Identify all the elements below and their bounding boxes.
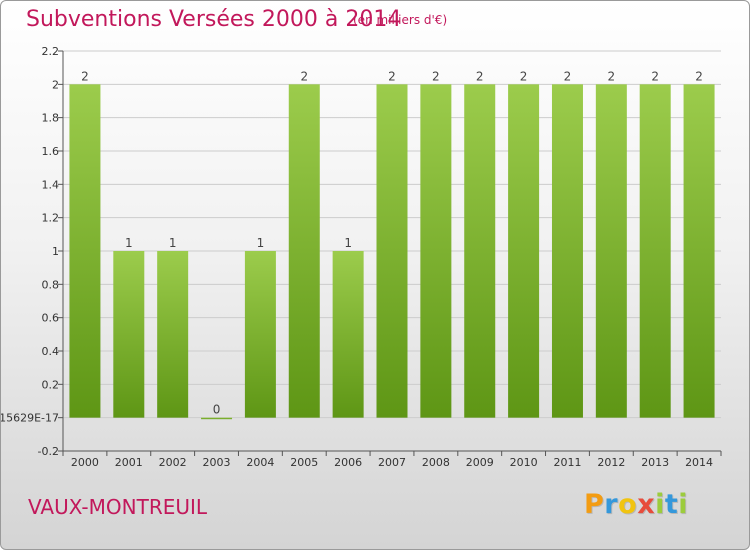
x-tick-label: 2003 (203, 456, 231, 469)
x-tick-label: 2008 (422, 456, 450, 469)
bar (69, 84, 101, 418)
bar-value-label: 2 (608, 69, 616, 83)
bar (595, 84, 627, 418)
y-tick-label: -1.15629E-17 (1, 412, 59, 425)
y-tick-label: 0.6 (42, 312, 60, 325)
bar (508, 84, 540, 418)
logo-letter: i (678, 489, 689, 520)
y-tick-label: 2 (52, 78, 59, 91)
bar-value-label: 1 (257, 236, 265, 250)
logo-letter: i (655, 489, 665, 520)
bar-value-label: 1 (344, 236, 352, 250)
y-tick-label: 1.2 (42, 212, 60, 225)
x-tick-label: 2004 (246, 456, 274, 469)
y-tick-label: 2.2 (42, 45, 60, 58)
bar (376, 84, 408, 418)
bar-value-label: 2 (388, 69, 396, 83)
bar-value-label: 2 (300, 69, 308, 83)
chart-title: Subventions Versées 2000 à 2014 (26, 7, 402, 32)
x-tick-label: 2006 (334, 456, 362, 469)
bar (683, 84, 715, 418)
x-tick-label: 2014 (685, 456, 713, 469)
chart-subtitle: (en milliers d'€) (353, 13, 448, 27)
bar-value-label: 1 (169, 236, 177, 250)
bar-value-label: 2 (476, 69, 484, 83)
axes (58, 50, 722, 456)
bar (551, 84, 583, 418)
logo-letter: r (604, 489, 619, 520)
bar-value-label: 2 (432, 69, 440, 83)
bar-value-label: 2 (81, 69, 89, 83)
x-tick-label: 2013 (641, 456, 669, 469)
y-tick-labels: -0.2 -1.15629E-17 0.2 0.4 0.6 0.8 1 1.2 1.4 1.6 1.… (1, 45, 59, 458)
bar (157, 251, 189, 418)
y-tick-label: 1.6 (42, 145, 60, 158)
x-tick-label: 2011 (553, 456, 581, 469)
bar (420, 84, 452, 418)
bars (69, 84, 715, 420)
bar-value-label: 2 (651, 69, 659, 83)
bar-value-label: 1 (125, 236, 133, 250)
y-tick-label: 0.4 (42, 345, 60, 358)
bar-value-label: 2 (564, 69, 572, 83)
proxiti-logo: Proxiti (584, 489, 688, 520)
bar (464, 84, 496, 418)
logo-letter: P (584, 489, 605, 520)
bar (288, 84, 320, 418)
bar (113, 251, 145, 418)
x-tick-label: 2005 (290, 456, 318, 469)
x-tick-label: 2010 (510, 456, 538, 469)
x-tick-label: 2001 (115, 456, 143, 469)
y-tick-label: -0.2 (38, 445, 59, 458)
bar-value-label: 2 (520, 69, 528, 83)
x-tick-label: 2000 (71, 456, 99, 469)
y-tick-label: 0.8 (42, 278, 60, 291)
y-tick-label: 1.8 (42, 112, 60, 125)
y-tick-label: 1.4 (42, 178, 60, 191)
bar (639, 84, 671, 418)
x-tick-label: 2012 (597, 456, 625, 469)
logo-letter: o (618, 489, 638, 520)
x-tick-labels: 2000 2001 2002 2003 2004 2005 2006 2007 2008 2009… (71, 456, 713, 469)
x-tick-label: 2007 (378, 456, 406, 469)
logo-letter: x (637, 489, 656, 520)
bar (332, 251, 364, 418)
bar (244, 251, 276, 418)
x-tick-label: 2009 (466, 456, 494, 469)
bar-value-labels: 2 1 1 0 1 2 1 2 2 2 2 2 2 2 2 (81, 69, 703, 416)
bar-value-label: 2 (695, 69, 703, 83)
y-tick-label: 1 (52, 245, 59, 258)
y-tick-label: 0.2 (42, 378, 60, 391)
x-tick-label: 2002 (159, 456, 187, 469)
logo-letter: t (664, 489, 679, 520)
town-name: VAUX-MONTREUIL (28, 495, 208, 519)
bar (201, 417, 233, 420)
bar-value-label: 0 (213, 403, 221, 417)
